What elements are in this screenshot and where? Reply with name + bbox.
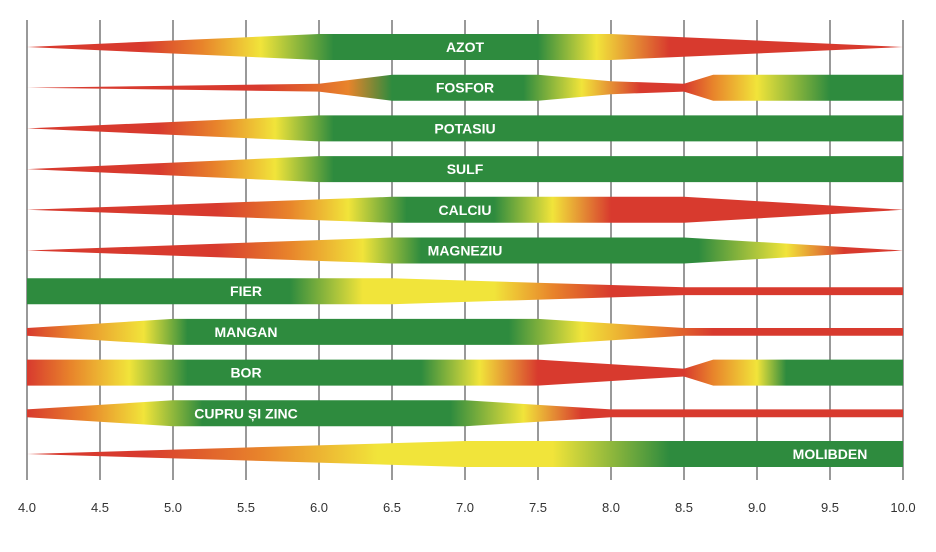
x-tick-label: 8.5 bbox=[675, 500, 693, 515]
x-tick-label: 8.0 bbox=[602, 500, 620, 515]
band-fier bbox=[27, 278, 903, 305]
band-sulf bbox=[27, 156, 903, 183]
band-label-molibden: MOLIBDEN bbox=[793, 446, 868, 462]
band-label-magneziu: MAGNEZIU bbox=[428, 243, 503, 259]
band-label-sulf: SULF bbox=[447, 161, 484, 177]
band-calciu bbox=[27, 196, 903, 223]
band-label-cupru-si-zinc: CUPRU ȘI ZINC bbox=[194, 405, 297, 421]
band-fosfor bbox=[27, 74, 903, 101]
band-mangan bbox=[27, 318, 903, 345]
x-tick-label: 5.0 bbox=[164, 500, 182, 515]
x-axis: 4.0 4.5 5.0 5.5 6.0 6.5 7.0 7.5 8.0 8.5 9.0 9.5 10.0 bbox=[18, 500, 916, 515]
band-label-calciu: CALCIU bbox=[439, 202, 492, 218]
band-magneziu bbox=[27, 237, 903, 264]
band-potasiu bbox=[27, 115, 903, 142]
band-label-fosfor: FOSFOR bbox=[436, 80, 494, 96]
band-label-mangan: MANGAN bbox=[215, 324, 278, 340]
x-tick-label: 4.0 bbox=[18, 500, 36, 515]
band-bor bbox=[27, 359, 903, 386]
x-tick-label: 9.0 bbox=[748, 500, 766, 515]
x-tick-label: 7.5 bbox=[529, 500, 547, 515]
nutrient-bands: AZOT FOSFOR POTASIU SULF CALCIU MAGNEZIU FIER M… bbox=[27, 34, 903, 467]
x-tick-label: 6.5 bbox=[383, 500, 401, 515]
x-tick-label: 7.0 bbox=[456, 500, 474, 515]
band-cupru-si-zinc bbox=[27, 400, 903, 427]
band-azot bbox=[27, 34, 903, 60]
x-tick-label: 6.0 bbox=[310, 500, 328, 515]
band-molibden bbox=[27, 441, 903, 467]
band-label-fier: FIER bbox=[230, 283, 262, 299]
band-label-azot: AZOT bbox=[446, 39, 485, 55]
x-tick-label: 10.0 bbox=[890, 500, 915, 515]
x-tick-label: 5.5 bbox=[237, 500, 255, 515]
band-label-bor: BOR bbox=[230, 365, 261, 381]
x-tick-label: 4.5 bbox=[91, 500, 109, 515]
band-label-potasiu: POTASIU bbox=[434, 120, 495, 136]
x-tick-label: 9.5 bbox=[821, 500, 839, 515]
